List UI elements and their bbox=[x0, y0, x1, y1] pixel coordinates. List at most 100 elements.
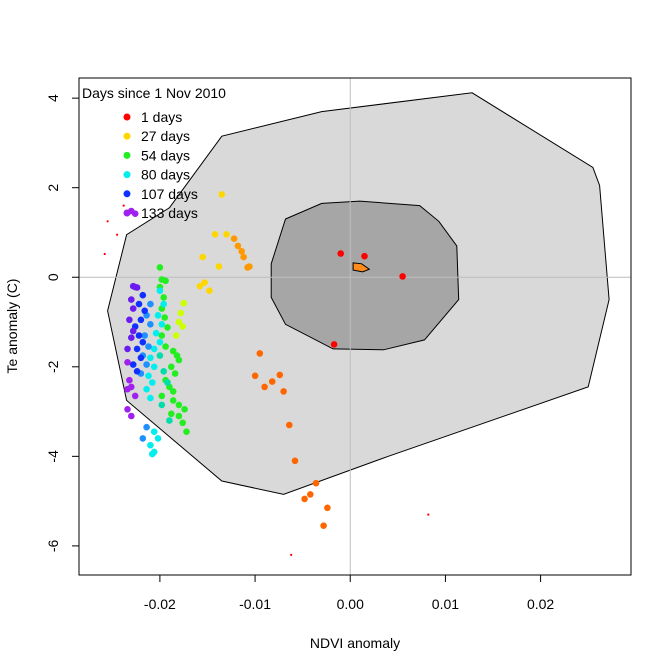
y-tick-label: -4 bbox=[45, 450, 61, 463]
data-point bbox=[129, 327, 137, 335]
data-point bbox=[145, 372, 152, 380]
data-point bbox=[181, 406, 188, 413]
data-point bbox=[150, 363, 158, 371]
data-point bbox=[158, 321, 166, 328]
legend-title: Days since 1 Nov 2010 bbox=[82, 85, 226, 101]
data-point bbox=[133, 345, 141, 353]
data-point bbox=[133, 284, 141, 291]
data-point bbox=[137, 316, 145, 324]
data-point bbox=[126, 316, 133, 324]
legend-label: 80 days bbox=[141, 167, 190, 183]
data-point bbox=[268, 378, 276, 385]
data-point bbox=[124, 385, 131, 393]
data-point bbox=[206, 287, 213, 295]
data-point bbox=[164, 379, 171, 386]
data-point bbox=[160, 300, 167, 308]
small-point bbox=[122, 204, 125, 207]
data-point bbox=[230, 235, 238, 242]
data-point bbox=[147, 441, 154, 449]
data-point bbox=[199, 253, 206, 261]
small-point bbox=[290, 553, 293, 557]
data-point bbox=[147, 300, 154, 308]
data-point bbox=[150, 345, 158, 353]
data-point bbox=[164, 324, 171, 331]
data-point bbox=[276, 371, 284, 379]
x-tick-label: 0.01 bbox=[432, 596, 459, 612]
data-point bbox=[147, 354, 154, 362]
data-point bbox=[175, 318, 183, 326]
small-point bbox=[106, 220, 109, 223]
data-point bbox=[156, 264, 164, 271]
data-point bbox=[211, 231, 219, 238]
data-point bbox=[152, 329, 160, 337]
legend-swatch bbox=[123, 113, 131, 121]
data-point bbox=[168, 410, 175, 418]
data-point bbox=[139, 338, 147, 346]
data-point bbox=[320, 522, 327, 529]
x-tick-label: 0.00 bbox=[337, 596, 364, 612]
data-point bbox=[399, 273, 406, 280]
data-point bbox=[143, 423, 150, 431]
legend-label: 133 days bbox=[141, 205, 198, 221]
data-point bbox=[141, 307, 148, 315]
data-point bbox=[280, 388, 287, 395]
data-point bbox=[261, 383, 268, 391]
data-point bbox=[154, 435, 162, 442]
data-point bbox=[162, 343, 169, 350]
small-point bbox=[116, 233, 119, 236]
data-point bbox=[240, 253, 247, 261]
data-point bbox=[291, 457, 299, 465]
data-point bbox=[234, 242, 242, 250]
data-point bbox=[126, 376, 133, 384]
data-point bbox=[196, 282, 204, 290]
data-point bbox=[246, 263, 253, 270]
data-point bbox=[129, 361, 137, 368]
data-point bbox=[156, 338, 164, 346]
data-point bbox=[158, 392, 166, 400]
data-point bbox=[180, 299, 187, 307]
data-point bbox=[169, 397, 177, 404]
data-point bbox=[183, 428, 190, 436]
y-axis: -6 -4 -2 0 2 4 bbox=[45, 94, 79, 552]
y-tick-label: 4 bbox=[45, 94, 61, 102]
data-point bbox=[141, 332, 148, 339]
x-tick-label: -0.02 bbox=[144, 596, 176, 612]
data-point bbox=[286, 421, 293, 429]
data-point bbox=[238, 248, 245, 255]
data-point bbox=[149, 379, 156, 386]
data-point bbox=[154, 312, 162, 319]
data-point bbox=[161, 314, 168, 321]
data-point bbox=[149, 450, 156, 458]
legend-label: 27 days bbox=[141, 128, 190, 144]
reference-lines bbox=[79, 78, 631, 575]
data-point bbox=[135, 332, 143, 339]
y-tick-label: 0 bbox=[45, 273, 61, 281]
data-point bbox=[124, 345, 131, 353]
data-point bbox=[301, 495, 308, 503]
legend-swatch bbox=[123, 151, 131, 159]
data-point bbox=[177, 309, 185, 317]
x-axis: -0.02 -0.01 0.00 0.01 0.02 bbox=[144, 574, 554, 612]
data-point bbox=[156, 352, 164, 359]
data-point bbox=[143, 385, 150, 393]
data-point bbox=[139, 435, 147, 442]
data-point bbox=[256, 350, 264, 357]
data-points bbox=[103, 191, 430, 557]
data-point bbox=[361, 252, 368, 260]
data-point bbox=[145, 343, 152, 350]
data-point bbox=[179, 323, 186, 330]
y-tick-label: 2 bbox=[45, 184, 61, 192]
data-point bbox=[158, 401, 166, 409]
legend-swatch bbox=[123, 209, 131, 217]
density-regions bbox=[107, 92, 610, 495]
data-point bbox=[324, 504, 331, 512]
data-point bbox=[128, 412, 135, 420]
data-point bbox=[307, 491, 314, 498]
data-point bbox=[312, 479, 320, 487]
legend-swatch bbox=[123, 171, 131, 179]
data-point bbox=[168, 363, 175, 371]
data-point bbox=[128, 334, 135, 342]
x-tick-label: 0.02 bbox=[527, 596, 554, 612]
data-point bbox=[139, 291, 147, 299]
